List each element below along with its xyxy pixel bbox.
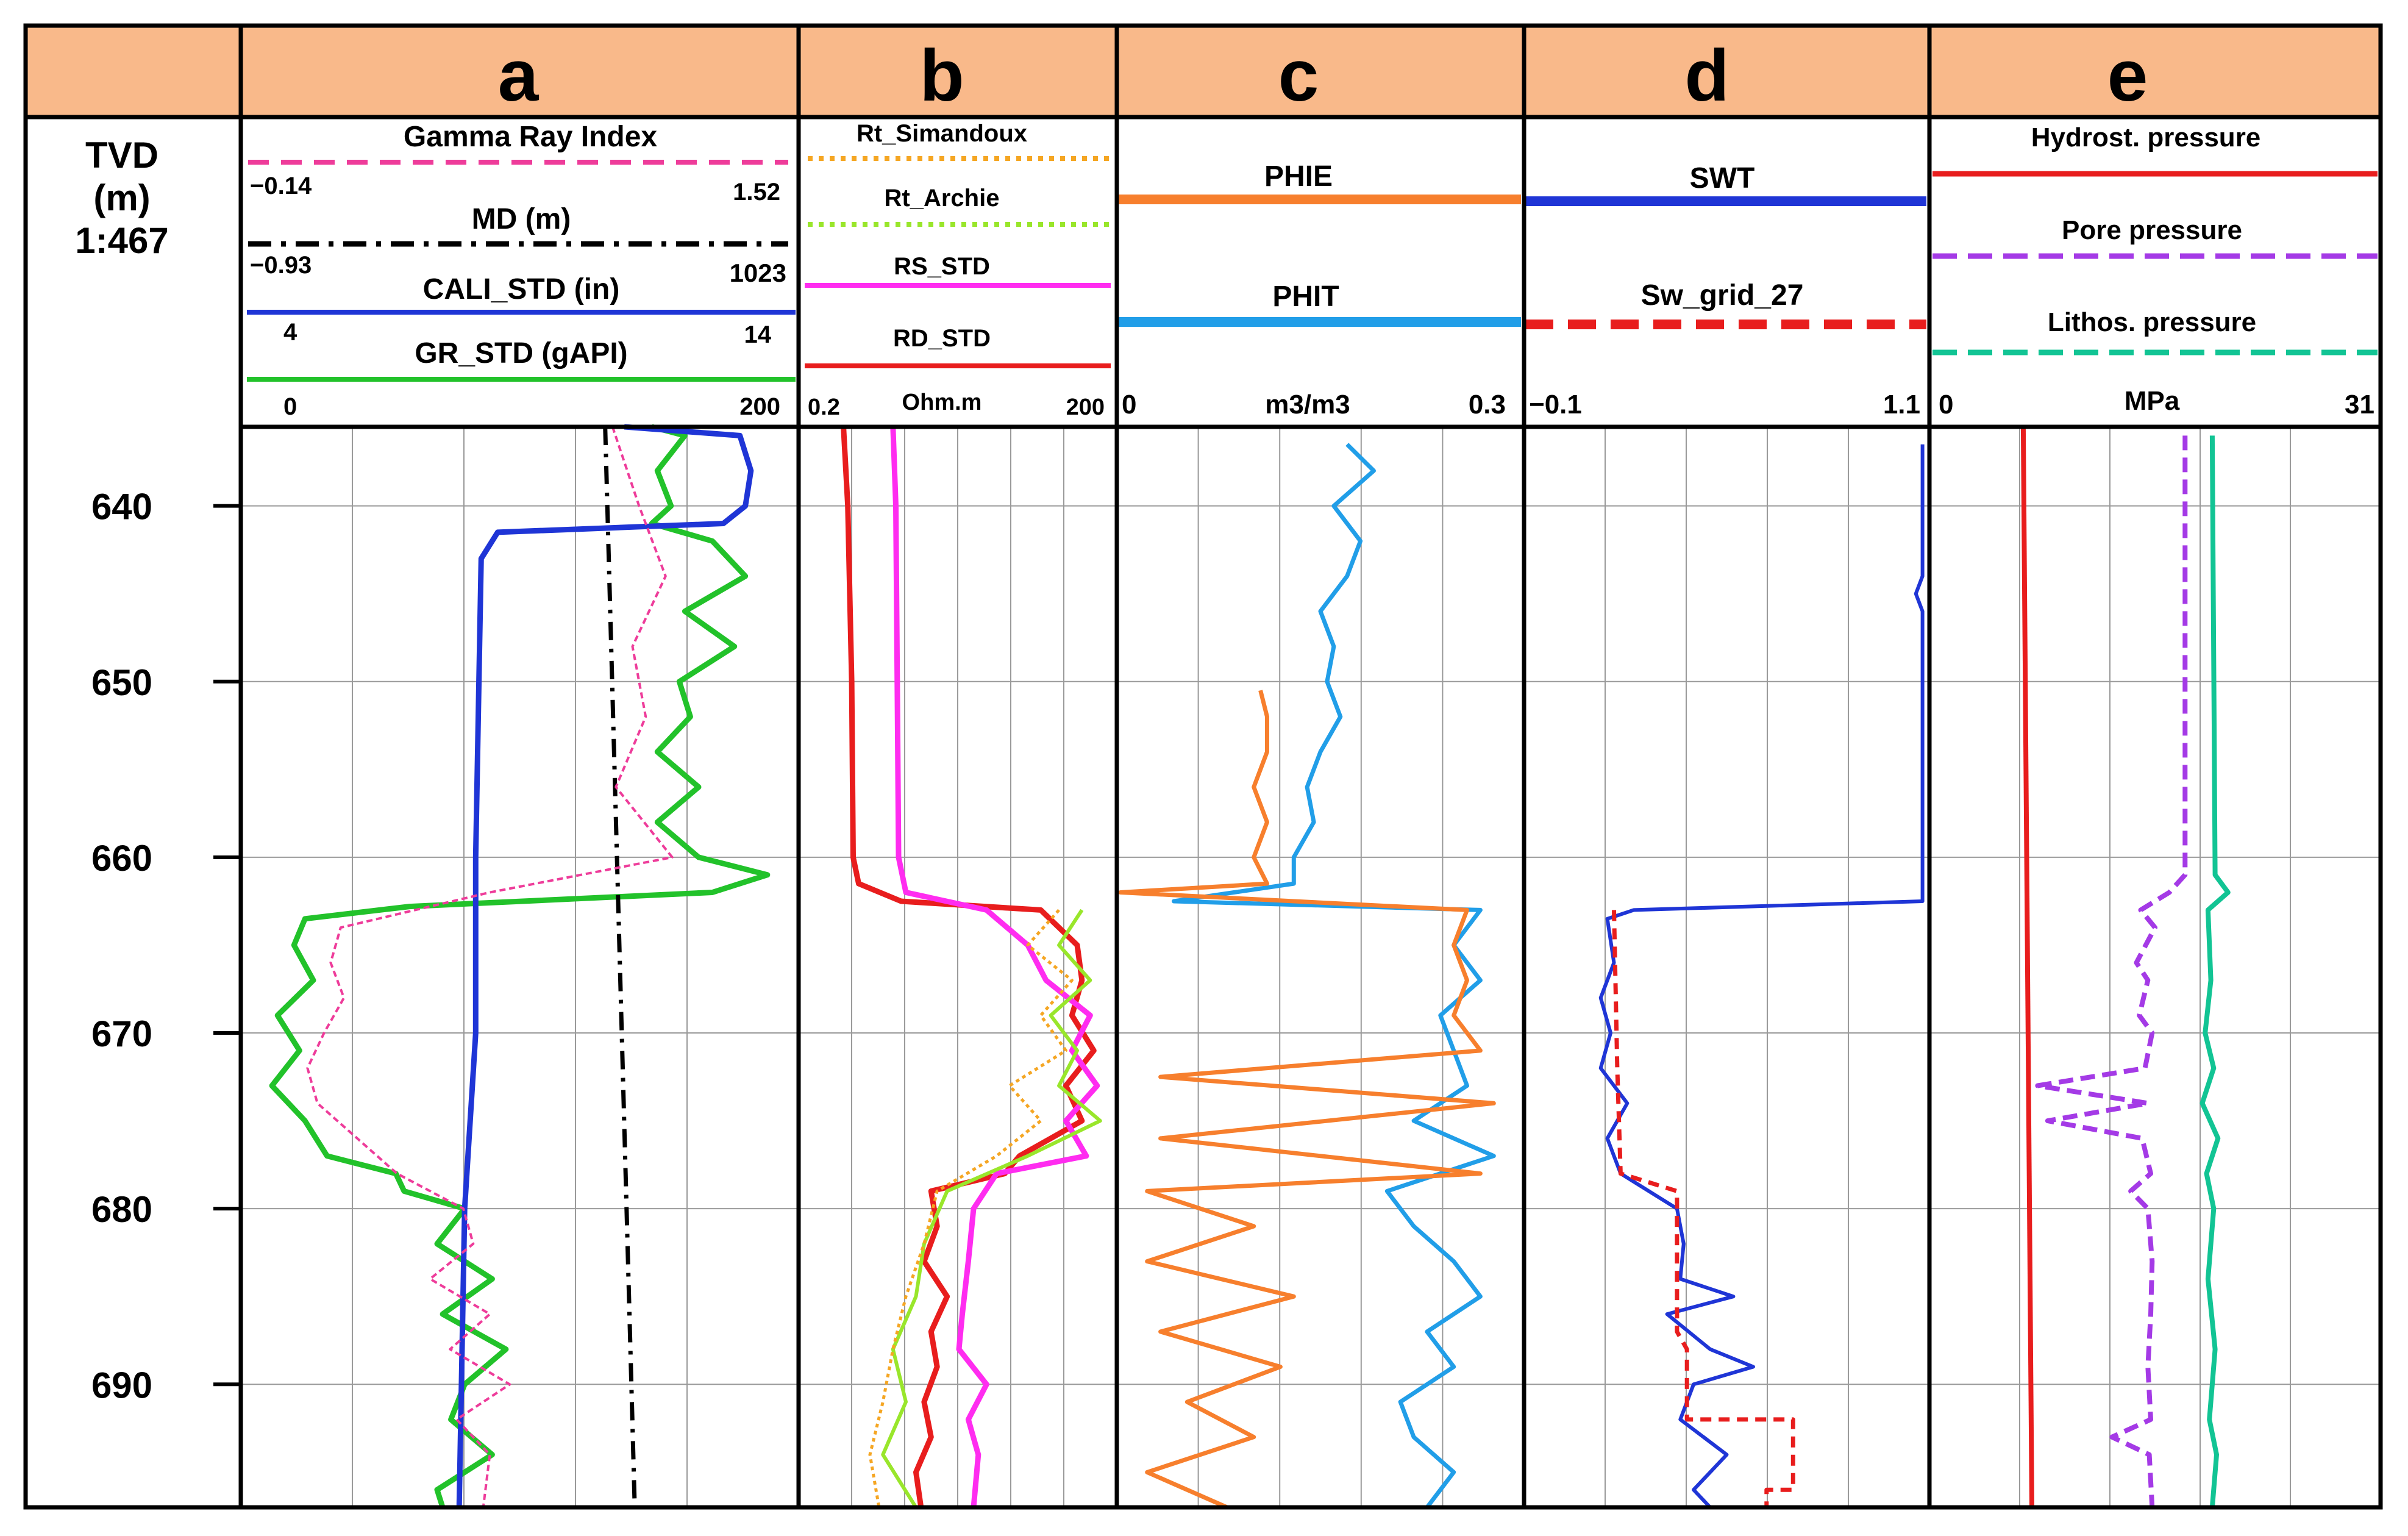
legend-cali-max: 14 <box>744 321 772 348</box>
grid-layer <box>241 427 2381 1507</box>
legend-gamma-ray-index: Gamma Ray Index <box>404 121 657 153</box>
legend-rs: RS_STD <box>894 253 990 280</box>
curve-sw <box>1612 910 1795 1507</box>
depth-tick-label: 640 <box>91 487 152 527</box>
legend-md-max: 1023 <box>730 259 786 287</box>
legend-rt-archie: Rt_Archie <box>885 185 1000 212</box>
depth-tick-label: 670 <box>91 1013 152 1054</box>
legend-hydrostatic: Hydrost. pressure <box>2031 123 2261 152</box>
legend-pore: Pore pressure <box>2062 215 2242 245</box>
legend-cali-min: 4 <box>283 319 297 346</box>
curve-pore <box>2035 435 2188 1508</box>
legend-md: MD (m) <box>472 203 571 235</box>
frame-lines <box>23 23 2383 1510</box>
track-b-scale-min: 0.2 <box>808 395 840 420</box>
track-e-scale-max: 31 <box>2345 390 2374 420</box>
legend-gri-min: −0.14 <box>250 173 312 199</box>
curve-rd <box>841 426 1097 1508</box>
curve-swt <box>1598 444 1925 1509</box>
track-b-scale-max: 200 <box>1066 395 1105 420</box>
depth-title: TVD <box>85 135 159 176</box>
curve-hyd <box>2020 426 2034 1508</box>
track-b-letter: b <box>919 35 964 116</box>
legend-gr-max: 200 <box>739 393 780 420</box>
track-e-scale-unit: MPa <box>2125 386 2180 416</box>
track-d-scale-min: −0.1 <box>1529 390 1582 420</box>
depth-tick-layer: 640 650 660 670 680 690 <box>91 487 241 1406</box>
legend-gr: GR_STD (gAPI) <box>415 337 627 370</box>
legend-lithostatic: Lithos. pressure <box>2048 307 2256 337</box>
legend-gri-max: 1.52 <box>733 179 780 205</box>
curve-layer <box>269 424 2231 1510</box>
legend-phie: PHIE <box>1264 160 1333 193</box>
legend-md-min: −0.93 <box>250 252 312 279</box>
track-e-scale-min: 0 <box>1939 390 1953 420</box>
track-b-scale-unit: Ohm.m <box>902 390 982 415</box>
legend-sw-grid: Sw_grid_27 <box>1641 279 1804 312</box>
header-band <box>26 26 2381 117</box>
legend-phit: PHIT <box>1272 280 1339 313</box>
legend-rd: RD_STD <box>893 325 991 352</box>
curve-simandoux <box>868 909 1074 1508</box>
depth-tick-label: 680 <box>91 1189 152 1230</box>
depth-tick-label: 660 <box>91 838 152 879</box>
curve-md <box>603 426 637 1508</box>
track-e-letter: e <box>2107 35 2148 116</box>
depth-tick-label: 690 <box>91 1365 152 1406</box>
track-d-letter: d <box>1684 35 1729 116</box>
curve-cali <box>456 424 754 1508</box>
legend-rt-simandoux: Rt_Simandoux <box>857 120 1027 147</box>
curve-gri <box>306 426 674 1508</box>
track-c-letter: c <box>1278 35 1319 116</box>
track-c-scale-unit: m3/m3 <box>1265 390 1350 420</box>
track-a-letter: a <box>498 35 540 116</box>
depth-tick-label: 650 <box>91 662 152 703</box>
legend-cali: CALI_STD (in) <box>423 273 620 305</box>
depth-unit: (m) <box>93 177 150 218</box>
depth-scale: 1:467 <box>75 220 168 261</box>
curve-gr <box>269 424 771 1509</box>
legend-swt: SWT <box>1690 162 1755 195</box>
track-c-scale-max: 0.3 <box>1469 390 1506 420</box>
curve-lith <box>2200 435 2231 1508</box>
legend-gr-min: 0 <box>283 393 297 420</box>
track-d-scale-max: 1.1 <box>1883 390 1920 420</box>
curve-archie <box>881 909 1102 1509</box>
track-c-scale-min: 0 <box>1122 390 1136 420</box>
curve-rs <box>890 426 1100 1508</box>
curve-phie <box>1118 690 1496 1510</box>
